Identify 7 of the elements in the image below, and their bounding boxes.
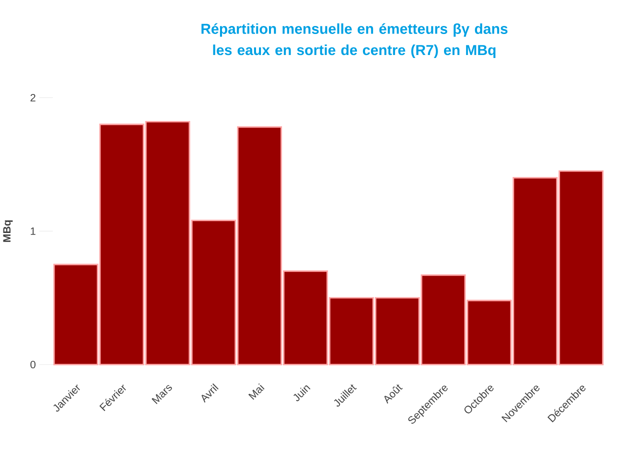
y-tick-label: 2 bbox=[30, 94, 36, 102]
x-tick-label: Juin bbox=[294, 385, 310, 401]
chart-title: Répartition mensuelle en émetteurs βγ dans les eaux en sortie de centre (R7) en MBq bbox=[202, 23, 508, 58]
x-tick-label: Mai bbox=[248, 383, 264, 400]
y-axis-title: MBq bbox=[3, 220, 13, 242]
y-tick-label: 1 bbox=[30, 227, 36, 235]
y-tick-label: 0 bbox=[30, 360, 36, 368]
